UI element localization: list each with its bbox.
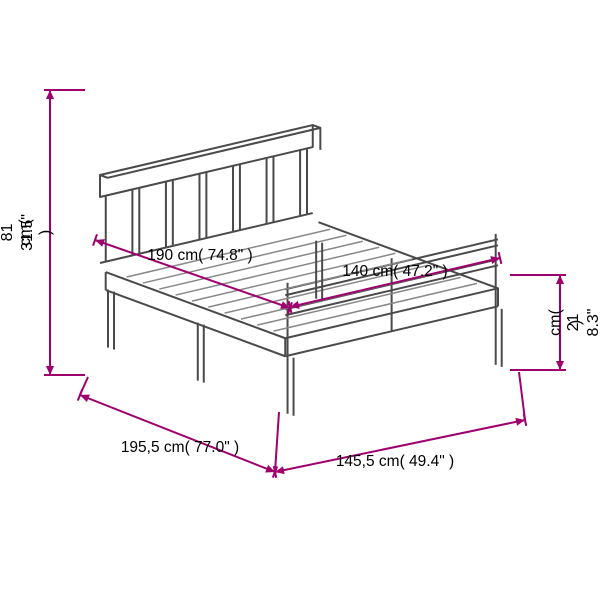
svg-text:cm(: cm( [547, 309, 564, 336]
svg-text:): ) [567, 320, 584, 325]
dim-width-inner-label: 140 cm( 47.2" ) [342, 263, 447, 280]
dim-width-outer-label: 145,5 cm( 49.4" ) [336, 453, 454, 470]
svg-text:8.3": 8.3" [585, 309, 600, 337]
dim-height-label: 81 [0, 224, 16, 242]
svg-text:): ) [37, 230, 54, 235]
svg-text:cm(: cm( [17, 219, 34, 246]
dim-length-inner-label: 190 cm( 74.8" ) [147, 247, 252, 264]
dim-length-outer-label: 195,5 cm( 77.0" ) [121, 439, 239, 456]
